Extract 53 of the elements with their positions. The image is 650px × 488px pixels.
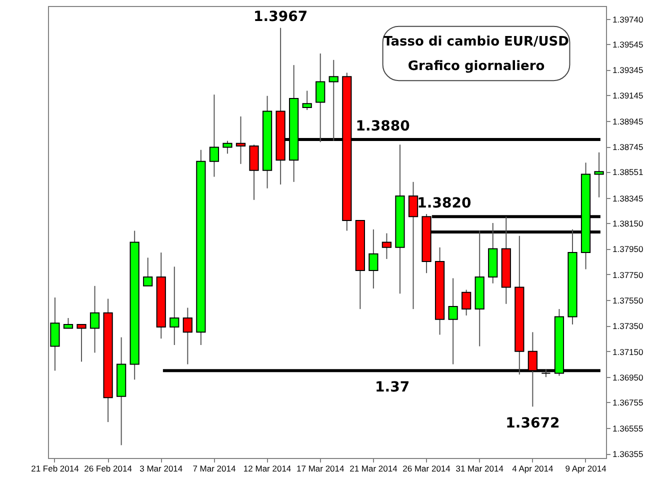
- candlestick: [382, 232, 392, 260]
- x-tick-label: 26 Feb 2014: [84, 464, 132, 474]
- y-tick-label: 1.39545: [612, 39, 644, 50]
- y-tick-label: 1.37550: [612, 296, 644, 306]
- ref-line-label: 1.37: [375, 380, 410, 396]
- candlestick: [209, 94, 220, 178]
- y-tick-label: 1.39145: [612, 90, 644, 101]
- y-tick-label: 1.38945: [612, 116, 644, 126]
- y-tick-label: 1.38150: [612, 218, 644, 229]
- ref-line-label: 1.3880: [356, 118, 410, 135]
- candlestick: [63, 318, 74, 329]
- text: Tasso di cambio EUR/USD: [384, 34, 570, 50]
- candlestick: [90, 285, 100, 354]
- candlestick: [594, 152, 604, 198]
- y-tick-label: 1.36355: [612, 449, 644, 460]
- candlestick: [143, 257, 153, 286]
- candlestick: [222, 140, 232, 154]
- candlestick: [302, 90, 312, 111]
- x-tick-label: 4 Apr 2014: [512, 464, 554, 474]
- candlestick: [182, 307, 192, 365]
- y-tick-label: 1.39345: [612, 65, 644, 76]
- y-tick-label: 1.36755: [612, 398, 644, 408]
- y-tick-label: 1.37150: [612, 346, 644, 357]
- candlestick: [368, 228, 378, 289]
- y-tick-label: 1.37950: [612, 244, 644, 254]
- y-tick-label: 1.38551: [612, 167, 644, 178]
- candlestick: [170, 266, 180, 346]
- candlestick: [50, 296, 60, 372]
- candlestick: [408, 181, 418, 310]
- x-tick-label: 26 Mar 2014: [402, 464, 451, 474]
- x-tick-label: 21 Mar 2014: [350, 464, 398, 474]
- y-tick-label: 1.37350: [612, 321, 644, 332]
- candlestick: [448, 278, 458, 365]
- x-tick-label: 3 Mar 2014: [140, 464, 183, 474]
- annotation: 1.3967: [254, 8, 308, 25]
- candlestick: [462, 289, 472, 316]
- y-tick-label: 1.36555: [612, 423, 644, 434]
- x-tick-label: 17 Mar 2014: [296, 464, 344, 474]
- text: Grafico giornaliero: [408, 59, 545, 74]
- x-tick-label: 7 Mar 2014: [192, 464, 236, 474]
- x-tick-label: 9 Apr 2014: [565, 464, 607, 474]
- ref-line-label: 1.3820: [417, 196, 472, 212]
- y-tick-label: 1.39740: [612, 14, 644, 24]
- y-tick-label: 1.38745: [612, 142, 644, 152]
- x-tick-label: 21 Feb 2014: [31, 464, 80, 474]
- annotation: 1.3672: [506, 416, 560, 432]
- candlestick: [236, 116, 246, 164]
- y-tick-label: 1.37750: [612, 270, 644, 280]
- x-tick-label: 31 Mar 2014: [456, 464, 504, 474]
- x-tick-label: 12 Mar 2014: [243, 464, 292, 474]
- y-tick-label: 1.36950: [612, 372, 644, 383]
- y-tick-label: 1.38345: [612, 193, 644, 204]
- candlestick: [76, 324, 86, 362]
